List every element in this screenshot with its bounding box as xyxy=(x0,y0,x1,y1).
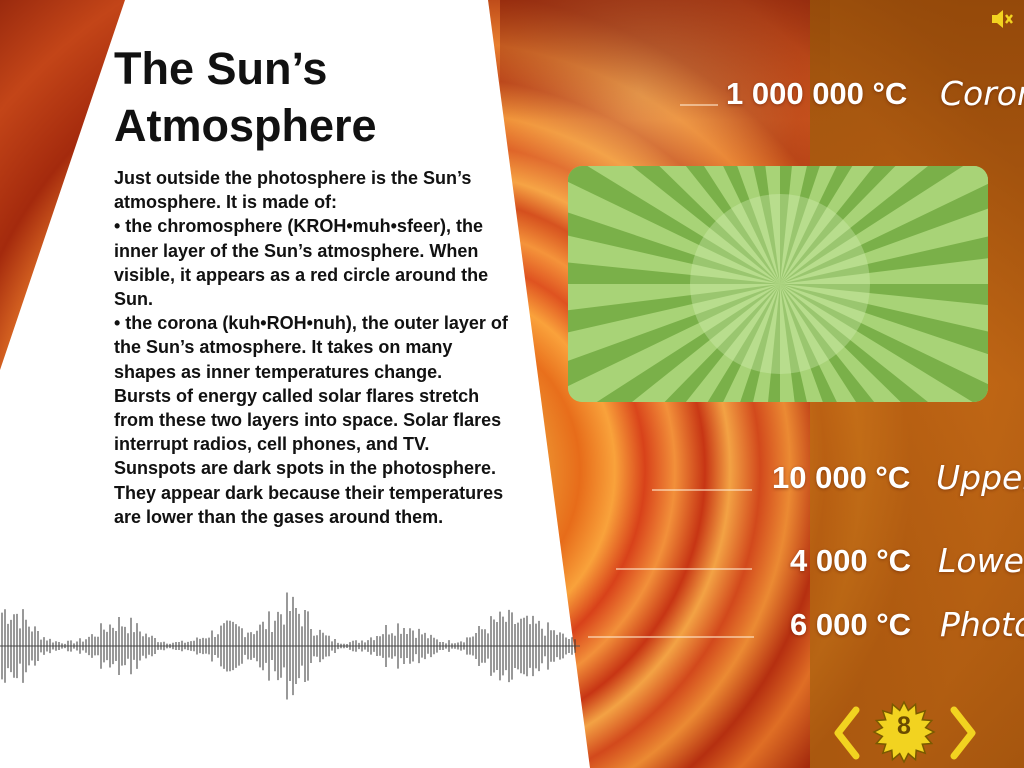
media-player[interactable] xyxy=(568,166,988,402)
chevron-right-icon[interactable] xyxy=(946,706,980,760)
lower-temperature: 4 000 °C xyxy=(790,543,911,578)
lower-marker-line xyxy=(616,568,752,570)
paragraph-chromosphere: • the chromosphere (KROH•muh•sfeer), the… xyxy=(114,216,489,310)
starburst-badge-icon xyxy=(872,700,936,764)
title-line-1: The Sun’s xyxy=(114,43,328,94)
corona-temperature: 1 000 000 °C xyxy=(726,76,908,111)
speaker-muted-icon[interactable] xyxy=(990,8,1014,30)
paragraph-intro: Just outside the photosphere is the Sun’… xyxy=(114,168,472,213)
page-number: 8 xyxy=(897,712,911,740)
upper-label: Upper xyxy=(936,458,1024,497)
audio-waveform[interactable] xyxy=(0,592,580,700)
paragraph-corona: • the corona (kuh•ROH•nuh), the outer la… xyxy=(114,313,508,382)
corona-marker-line xyxy=(680,104,718,106)
chevron-left-icon[interactable] xyxy=(830,706,864,760)
upper-marker-line xyxy=(652,489,752,491)
corona-label: Corona xyxy=(940,74,1024,113)
photo-temperature: 6 000 °C xyxy=(790,607,911,642)
media-placeholder-icon xyxy=(568,166,988,402)
title-line-2: Atmosphere xyxy=(114,100,377,151)
page-title: The Sun’s Atmosphere xyxy=(114,40,494,154)
photo-label: Photo xyxy=(940,605,1024,644)
photo-marker-line xyxy=(588,636,754,638)
upper-temperature: 10 000 °C xyxy=(772,460,911,495)
paragraph-solar-flares: Bursts of energy called solar flares str… xyxy=(114,385,504,527)
sun-shadow xyxy=(500,0,830,120)
lower-label: Lower xyxy=(938,541,1024,580)
body-text: Just outside the photosphere is the Sun’… xyxy=(114,166,514,529)
